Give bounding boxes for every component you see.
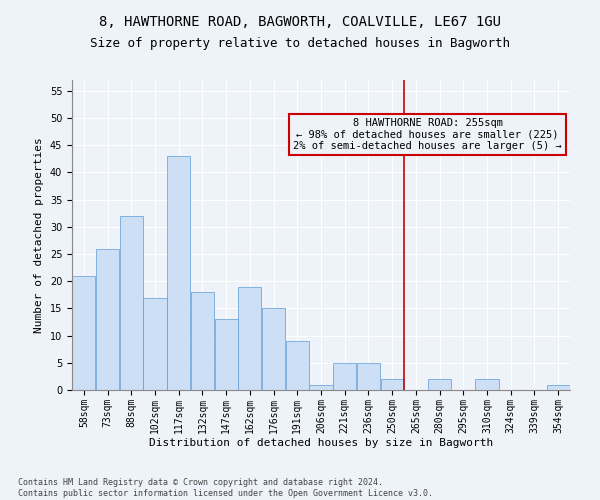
Bar — [191, 292, 214, 390]
Bar — [310, 384, 332, 390]
Y-axis label: Number of detached properties: Number of detached properties — [34, 137, 44, 333]
Text: Size of property relative to detached houses in Bagworth: Size of property relative to detached ho… — [90, 38, 510, 51]
Bar — [215, 320, 238, 390]
Bar — [286, 341, 309, 390]
Bar — [96, 248, 119, 390]
Bar — [262, 308, 285, 390]
Bar — [357, 363, 380, 390]
Bar — [72, 276, 95, 390]
Text: Contains HM Land Registry data © Crown copyright and database right 2024.
Contai: Contains HM Land Registry data © Crown c… — [18, 478, 433, 498]
Bar — [547, 384, 570, 390]
Bar — [238, 286, 262, 390]
Bar — [475, 379, 499, 390]
Bar — [167, 156, 190, 390]
Bar — [143, 298, 167, 390]
X-axis label: Distribution of detached houses by size in Bagworth: Distribution of detached houses by size … — [149, 438, 493, 448]
Bar — [333, 363, 356, 390]
Bar — [428, 379, 451, 390]
Bar — [380, 379, 404, 390]
Bar — [119, 216, 143, 390]
Text: 8, HAWTHORNE ROAD, BAGWORTH, COALVILLE, LE67 1GU: 8, HAWTHORNE ROAD, BAGWORTH, COALVILLE, … — [99, 15, 501, 29]
Text: 8 HAWTHORNE ROAD: 255sqm
← 98% of detached houses are smaller (225)
2% of semi-d: 8 HAWTHORNE ROAD: 255sqm ← 98% of detach… — [293, 118, 562, 152]
